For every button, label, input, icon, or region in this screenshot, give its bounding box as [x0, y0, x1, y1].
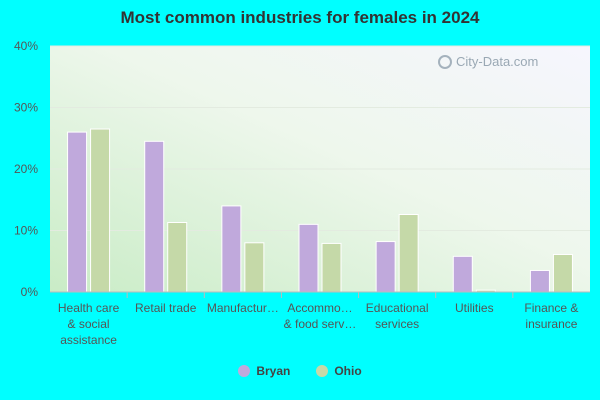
x-tick-label: assistance	[60, 333, 117, 347]
legend-item-bryan: Bryan	[238, 364, 290, 378]
x-tick-label: Accommo…	[287, 301, 352, 315]
y-tick-label: 30%	[14, 101, 38, 115]
bar-ohio	[552, 253, 573, 293]
bar-bryan	[67, 131, 88, 293]
x-tick-label: Educational	[366, 301, 429, 315]
x-tick-label: Manufactur…	[207, 301, 279, 315]
bar-ohio	[398, 214, 419, 293]
bar-ohio	[90, 128, 111, 293]
bar-bryan	[375, 241, 396, 293]
bar-ohio	[167, 222, 188, 293]
y-tick-label: 40%	[14, 39, 38, 53]
bar-ohio	[321, 242, 342, 293]
x-tick-label: insurance	[525, 317, 577, 331]
watermark: City-Data.com	[438, 54, 538, 69]
y-tick-label: 10%	[14, 224, 38, 238]
bar-bryan	[452, 255, 473, 293]
x-tick-label: Health care	[58, 301, 120, 315]
legend-swatch-bryan	[238, 365, 251, 377]
legend: Bryan Ohio	[0, 364, 600, 378]
bar-ohio	[244, 242, 265, 293]
legend-label-bryan: Bryan	[256, 364, 291, 378]
y-tick-label: 0%	[21, 285, 39, 299]
chart-title: Most common industries for females in 20…	[120, 8, 480, 27]
x-tick-label: Retail trade	[135, 301, 197, 315]
x-tick-label: & social	[68, 317, 110, 331]
bar-bryan	[221, 205, 242, 293]
watermark-text: City-Data.com	[456, 54, 539, 69]
x-tick-label: & food serv…	[284, 317, 357, 331]
magnifier-icon	[438, 54, 452, 69]
x-tick-label: Utilities	[455, 301, 494, 315]
bar-bryan	[529, 269, 550, 293]
legend-label-ohio: Ohio	[334, 364, 362, 378]
x-tick-label: services	[375, 317, 419, 331]
legend-item-ohio: Ohio	[316, 364, 362, 378]
legend-swatch-ohio	[316, 365, 329, 377]
bar-bryan	[298, 223, 319, 293]
x-tick-label: Finance &	[524, 301, 578, 315]
y-tick-label: 20%	[14, 162, 38, 176]
bar-bryan	[144, 140, 165, 293]
